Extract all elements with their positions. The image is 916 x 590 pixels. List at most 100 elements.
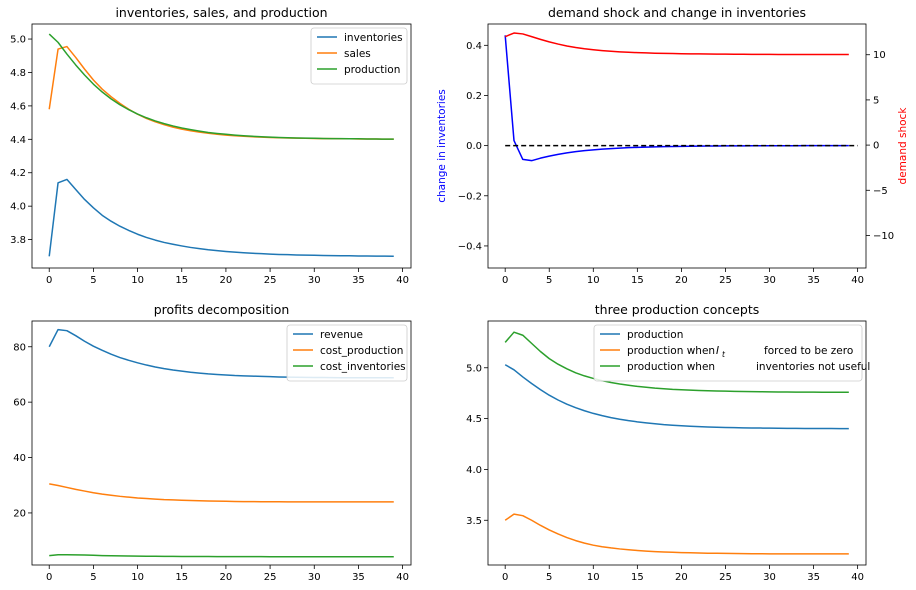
legend: revenue cost_production cost_inventories: [286, 324, 408, 382]
y-right-axis-label: demand shock: [897, 107, 909, 185]
y-tick-label: 0.2: [466, 91, 482, 102]
x-tick-label: 25: [719, 572, 732, 583]
x-tick-label: 15: [175, 275, 188, 286]
series-line-series-1: [504, 35, 849, 162]
legend-label: production: [627, 329, 683, 341]
chart-title: demand shock and change in inventories: [548, 5, 806, 20]
x-tick-label: 10: [131, 572, 144, 583]
y-tick-label: 4.4: [10, 135, 26, 146]
chart-panel-4: three production concepts 0 5 10 15 20 25 30 35 4…: [466, 302, 870, 583]
legend-label: revenue: [320, 329, 363, 341]
plot-frame: [31, 23, 412, 269]
y-right-tick-label: 5: [873, 95, 879, 106]
y-tick-label: 4.8: [10, 68, 26, 79]
series-line-production: [504, 364, 849, 430]
legend-label-suffix: inventories not useful: [756, 361, 870, 373]
x-tick-label: 30: [763, 275, 776, 286]
chart-title: three production concepts: [595, 302, 760, 317]
plot-frame: [487, 320, 867, 566]
y-axis-label: change in inventories: [436, 89, 448, 203]
x-tick-label: 0: [502, 275, 508, 286]
x-tick-label: 35: [807, 275, 820, 286]
y-tick-label: 60: [13, 398, 26, 409]
x-tick-label: 20: [220, 275, 233, 286]
x-tick-label: 5: [90, 275, 96, 286]
series-line-production: [48, 33, 394, 140]
y-tick-label: 4.0: [10, 202, 26, 213]
y-tick-label: 3.8: [10, 235, 26, 246]
x-tick-label: 30: [308, 275, 321, 286]
y-tick-label: 5.0: [10, 35, 26, 46]
x-tick-label: 10: [587, 572, 600, 583]
legend-label-suffix: forced to be zero: [764, 345, 853, 357]
x-tick-label: 25: [264, 275, 277, 286]
x-tick-label: 0: [46, 275, 52, 286]
legend-label: sales: [344, 48, 371, 60]
y-right-tick-label: −5: [873, 186, 888, 197]
y-tick-label: 3.5: [466, 516, 482, 527]
x-tick-label: 40: [396, 275, 409, 286]
x-tick-label: 20: [220, 572, 233, 583]
legend-label: cost_production: [320, 345, 403, 357]
series-line-inventories: [48, 178, 394, 258]
x-tick-label: 0: [46, 572, 52, 583]
y-right-tick-label: −10: [873, 231, 894, 242]
legend-box: [310, 27, 408, 85]
x-tick-label: 10: [131, 275, 144, 286]
x-tick-label: 15: [631, 572, 644, 583]
legend: inventories sales production: [310, 27, 408, 85]
legend-math-subscript: t: [722, 350, 726, 359]
x-tick-label: 30: [308, 572, 321, 583]
y-right-tick-label: 10: [873, 50, 886, 61]
y-tick-label: 4.6: [10, 101, 26, 112]
x-tick-label: 20: [675, 275, 688, 286]
legend-label: inventories: [344, 32, 403, 44]
y-tick-label: 0.0: [466, 141, 482, 152]
x-tick-label: 25: [719, 275, 732, 286]
x-tick-label: 0: [502, 572, 508, 583]
y-tick-label: 4.5: [466, 414, 482, 425]
legend-label: production when: [627, 345, 715, 357]
series-line-cost-inventories: [49, 554, 394, 558]
y-tick-label: 5.0: [466, 363, 482, 374]
legend-math-symbol: I: [716, 345, 719, 357]
y-tick-label: −0.4: [458, 241, 482, 252]
y-tick-label: −0.2: [458, 191, 482, 202]
legend-label: production: [344, 64, 400, 76]
y-tick-label: 20: [13, 508, 26, 519]
y-tick-label: 80: [13, 342, 26, 353]
y-tick-label: 4.2: [10, 168, 26, 179]
legend-box: [593, 324, 863, 382]
x-tick-label: 25: [264, 572, 277, 583]
legend-label: production when: [627, 361, 715, 373]
x-tick-label: 35: [807, 572, 820, 583]
series-line-cost-production: [49, 483, 394, 503]
chart-title: profits decomposition: [154, 302, 290, 317]
chart-panel-2: demand shock and change in inventories 0 5…: [436, 5, 909, 286]
x-tick-label: 30: [763, 572, 776, 583]
x-tick-label: 10: [587, 275, 600, 286]
series-line-production-when-inventories-not-useful: [504, 331, 849, 394]
x-tick-label: 15: [175, 572, 188, 583]
x-tick-label: 5: [546, 275, 552, 286]
chart-title: inventories, sales, and production: [115, 5, 327, 20]
plot-frame: [31, 320, 412, 566]
chart-panel-1: inventories, sales, and production 0 5 10 15…: [10, 5, 412, 286]
chart-panel-3: profits decomposition 0 5 10 15 20 25 30 35 40 20 4…: [13, 302, 412, 583]
legend-box: [286, 324, 408, 382]
x-tick-label: 35: [352, 275, 365, 286]
y-right-tick-label: 0: [873, 141, 879, 152]
x-tick-label: 20: [675, 572, 688, 583]
x-tick-label: 5: [546, 572, 552, 583]
series-line-production-when-i-t-forced-to-be-zero: [504, 513, 849, 555]
x-tick-label: 15: [631, 275, 644, 286]
x-tick-label: 35: [352, 572, 365, 583]
y-tick-label: 0.4: [466, 41, 482, 52]
x-tick-label: 40: [396, 572, 409, 583]
series-line-series-2: [504, 32, 849, 56]
legend-label: cost_inventories: [320, 361, 406, 373]
x-tick-label: 40: [851, 275, 864, 286]
x-tick-label: 40: [851, 572, 864, 583]
